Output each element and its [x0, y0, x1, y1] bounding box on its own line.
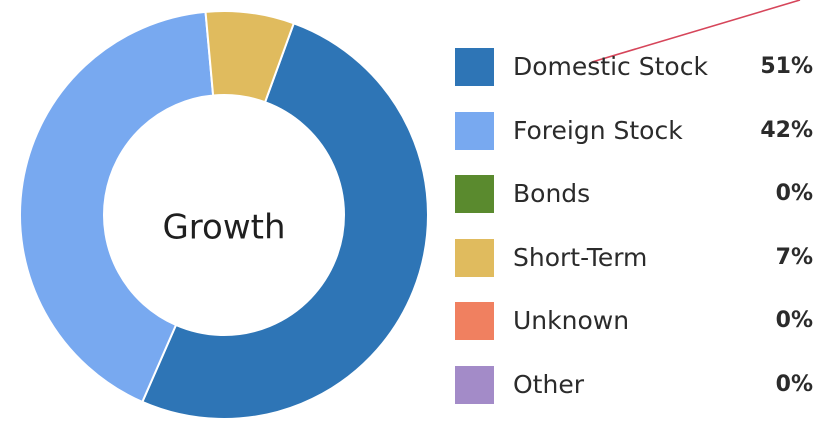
legend-percentage: 7%	[775, 244, 813, 270]
legend-item-bonds: Bonds 0%	[455, 171, 813, 235]
legend-item-other: Other 0%	[455, 362, 813, 426]
legend-percentage: 0%	[775, 308, 813, 334]
legend-swatch	[455, 175, 494, 214]
legend-label: Other	[513, 369, 584, 399]
donut-slice-foreign-stock	[19, 10, 215, 404]
legend-label: Unknown	[513, 306, 630, 336]
chart-legend: Domestic Stock 51% Foreign Stock 42% Bon…	[455, 44, 813, 426]
donut-center-label: Growth	[162, 208, 285, 248]
legend-label: Domestic Stock	[513, 52, 708, 81]
legend-percentage: 42%	[760, 117, 813, 143]
legend-item-foreign-stock: Foreign Stock 42%	[455, 108, 813, 172]
legend-swatch	[455, 302, 494, 341]
legend-percentage: 0%	[775, 181, 813, 207]
legend-item-domestic-stock: Domestic Stock 51%	[455, 44, 813, 108]
legend-swatch	[455, 48, 494, 86]
legend-swatch	[455, 365, 494, 404]
legend-percentage: 51%	[760, 54, 813, 79]
donut-slices	[19, 10, 430, 420]
legend-item-short-term: Short-Term 7%	[455, 235, 813, 299]
legend-label: Bonds	[513, 179, 591, 209]
legend-swatch	[455, 238, 494, 277]
donut-slice-domestic-stock	[141, 22, 430, 420]
annotation-pointer-line	[591, 0, 801, 63]
donut-slice-short-term	[204, 10, 296, 104]
legend-percentage: 0%	[775, 371, 813, 397]
legend-swatch	[455, 111, 494, 150]
legend-item-unknown: Unknown 0%	[455, 298, 813, 362]
legend-label: Foreign Stock	[513, 115, 683, 145]
legend-label: Short-Term	[513, 242, 648, 272]
